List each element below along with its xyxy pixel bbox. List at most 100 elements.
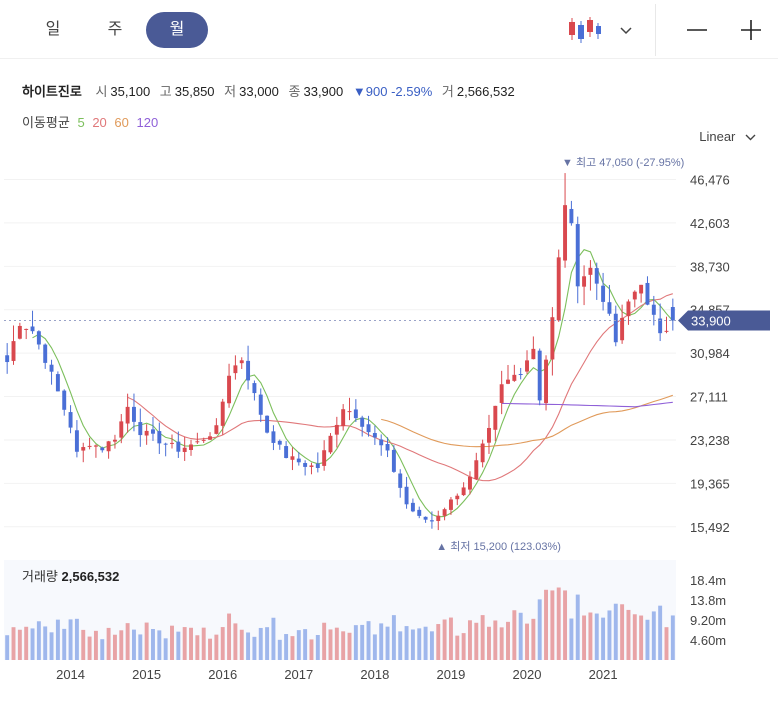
year-tick-label: 2021 — [589, 667, 618, 682]
volume-bar — [208, 638, 213, 660]
ma-5-label: 5 — [77, 115, 85, 130]
minus-icon — [687, 29, 707, 31]
volume-bar — [265, 627, 270, 660]
moving-average-legend[interactable]: 이동평균 5 20 60 120 — [22, 112, 162, 131]
volume-bar — [556, 587, 561, 660]
scale-selector[interactable]: Linear — [699, 129, 756, 144]
candlestick — [5, 343, 10, 374]
volume-bar — [233, 623, 238, 660]
volume-bar — [24, 626, 29, 660]
candlestick — [518, 367, 523, 380]
candlestick — [303, 460, 308, 476]
volume-bar — [296, 630, 301, 660]
price-tick-label: 34,857 — [690, 303, 730, 318]
price-summary: 하이트진로 시 35,100 고 35,850 저 33,000 종 33,900 ▼9… — [22, 81, 521, 100]
volume-bar — [284, 634, 289, 660]
candlestick — [658, 303, 663, 342]
year-tick-label: 2020 — [513, 667, 542, 682]
close-value: 33,900 — [303, 84, 344, 99]
open-label: 시 — [95, 84, 108, 99]
volume-bar — [239, 629, 244, 660]
volume-bar — [125, 623, 130, 660]
volume-bar — [493, 620, 498, 660]
volume-bar — [455, 635, 460, 660]
volume-bar — [81, 629, 86, 660]
candlestick — [106, 440, 111, 459]
candlestick — [201, 437, 206, 443]
candlestick — [607, 284, 612, 316]
candlestick — [189, 439, 193, 456]
volume-bar — [246, 632, 251, 660]
tab-day[interactable]: 일 — [45, 21, 61, 38]
zoom-in-button[interactable] — [724, 10, 778, 50]
volume-panel-title: 거래량 2,566,532 — [22, 566, 119, 585]
candlestick — [93, 444, 98, 458]
candlestick — [664, 316, 669, 334]
candlestick — [461, 482, 466, 497]
candlestick — [391, 445, 396, 473]
current-price-tag — [678, 310, 770, 331]
volume-bar — [328, 629, 333, 660]
candlestick — [334, 416, 339, 448]
price-tick-label: 42,603 — [690, 216, 730, 231]
zoom-out-button[interactable] — [670, 10, 724, 50]
candlestick — [81, 442, 86, 463]
volume-bar — [151, 628, 155, 660]
tab-week[interactable]: 주 — [107, 21, 123, 38]
candlestick — [626, 299, 631, 325]
candlestick — [182, 436, 187, 461]
volume-bar — [220, 627, 225, 660]
tab-month[interactable]: 월 — [146, 12, 208, 48]
ma-60-label: 60 — [114, 115, 129, 130]
candlestick — [467, 471, 472, 495]
candlestick — [632, 290, 637, 308]
candlestick — [170, 434, 174, 449]
candlestick — [639, 284, 644, 303]
volume-title-value: 2,566,532 — [61, 569, 120, 584]
chevron-down-icon — [745, 134, 756, 141]
chevron-down-icon — [620, 27, 632, 35]
year-tick-label: 2017 — [284, 667, 313, 682]
candlestick — [601, 272, 606, 311]
min-price-annotation: ▲ 최저 15,200 (123.03%) — [436, 540, 561, 553]
candlestick — [651, 295, 656, 326]
volume-bar — [550, 590, 555, 660]
change-percent: -2.59% — [391, 84, 433, 99]
volume-bar — [670, 615, 675, 660]
volume-bar — [467, 620, 472, 660]
chart-type-dropdown[interactable] — [619, 22, 633, 38]
year-tick-label: 2015 — [132, 667, 161, 682]
candlestick-icon[interactable] — [567, 15, 601, 45]
ma-legend-label: 이동평균 — [22, 115, 70, 130]
volume-bar — [93, 630, 98, 660]
volume-bar — [366, 621, 371, 660]
volume-bar — [506, 621, 510, 660]
volume-bar — [372, 634, 377, 660]
candlestick — [49, 359, 54, 385]
price-tick-label: 19,365 — [690, 476, 730, 491]
volume-bar — [588, 612, 593, 660]
candlestick — [594, 262, 599, 300]
volume-bar — [62, 628, 67, 660]
candlestick — [55, 371, 60, 392]
candlestick — [290, 447, 295, 471]
price-tick-label: 27,111 — [690, 390, 728, 405]
candlestick — [353, 399, 358, 423]
volume-label: 거 — [441, 84, 454, 99]
candlestick — [448, 497, 453, 515]
volume-bar — [30, 628, 35, 660]
moving-average-lines — [32, 249, 674, 518]
volume-bar — [417, 628, 422, 660]
volume-bar — [461, 633, 466, 660]
volume-bar — [322, 622, 327, 660]
volume-bar — [195, 635, 200, 660]
year-tick-label: 2019 — [436, 667, 465, 682]
close-label: 종 — [288, 84, 301, 99]
candlestick — [341, 404, 346, 431]
volume-bar — [391, 615, 396, 660]
candlestick — [398, 469, 403, 498]
volume-tick-label: 18.4m — [690, 573, 726, 588]
candlestick — [544, 355, 549, 411]
price-tick-label: 23,238 — [690, 433, 730, 448]
